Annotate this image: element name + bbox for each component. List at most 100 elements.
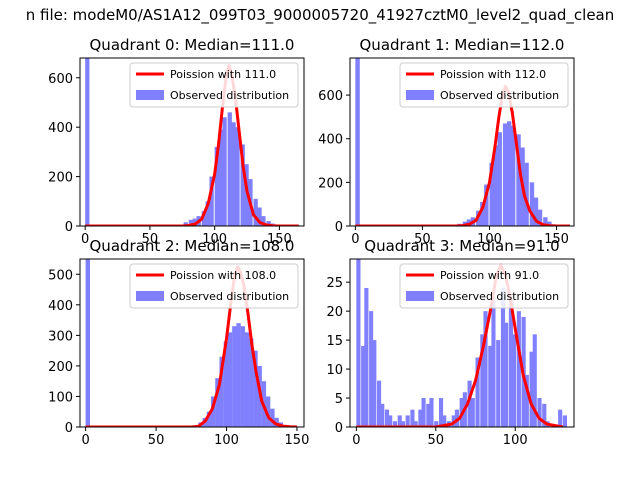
subplot-title: Quadrant 0: Median=111.0 <box>90 36 295 54</box>
legend-label-poisson: Poission with 111.0 <box>170 68 276 81</box>
legend-patch-swatch <box>406 291 434 301</box>
legend-label-poisson: Poission with 112.0 <box>440 68 546 81</box>
histogram-bar <box>232 326 237 427</box>
y-tick-label: 200 <box>48 171 73 186</box>
y-tick-label: 400 <box>48 121 73 136</box>
histogram-bar <box>429 398 434 427</box>
histogram-bar <box>562 415 568 427</box>
histogram-bar <box>364 287 369 427</box>
histogram-bar <box>392 421 398 427</box>
legend: Poission with 91.0 Observed distribution <box>399 263 569 309</box>
histogram-bar <box>488 345 493 427</box>
histogram-bar <box>188 219 194 226</box>
y-tick-label: 0 <box>335 220 343 235</box>
histogram-bar <box>502 123 508 226</box>
legend-label-observed: Observed distribution <box>170 290 289 303</box>
histogram-bar <box>400 421 405 427</box>
histogram-bar <box>266 221 271 226</box>
subplot-quadrant-0: 0 50 100 150 0 200 400 600 Quadrant 0: Median=11… <box>48 36 305 247</box>
histogram-bar <box>524 374 529 427</box>
histogram-bar <box>558 409 563 427</box>
x-tick-label: 50 <box>428 433 445 448</box>
legend-label-poisson: Poission with 108.0 <box>170 269 276 282</box>
histogram-bar <box>489 162 494 226</box>
histogram-bar <box>377 380 382 427</box>
x-tick-label: 50 <box>148 433 165 448</box>
histogram-bar <box>397 415 402 427</box>
histogram-bar <box>480 334 485 427</box>
subplot-quadrant-3: 0 50 100 0 5 10 15 20 25 Quadrant 3: Median=91.0 P… <box>326 237 575 448</box>
histogram-bar <box>227 112 232 226</box>
histogram-bar <box>426 403 431 427</box>
histogram-bar <box>85 58 90 226</box>
histogram-bar <box>372 340 377 427</box>
legend-patch-swatch <box>406 90 434 100</box>
histogram-bar <box>537 398 542 427</box>
plot-area <box>85 58 299 226</box>
histogram-bar <box>356 259 361 427</box>
x-tick-label: 0 <box>81 433 89 448</box>
histogram-bar <box>253 350 258 427</box>
histogram-bar <box>542 403 547 427</box>
histogram-bar <box>470 398 475 427</box>
y-tick-label: 0 <box>65 421 73 436</box>
subplot-title: Quadrant 2: Median=108.0 <box>90 237 295 255</box>
histogram-bar <box>510 125 516 226</box>
legend: Poission with 112.0 Observed distribution <box>399 62 569 108</box>
x-tick-label: 150 <box>285 433 310 448</box>
histogram-bar <box>405 415 410 427</box>
y-tick-label: 500 <box>48 268 73 283</box>
x-tick-label: 100 <box>503 433 528 448</box>
y-tick-label: 600 <box>318 89 343 104</box>
histogram-bar <box>183 222 188 226</box>
histogram-bar <box>240 326 245 427</box>
histogram-bar <box>442 415 447 427</box>
histogram-bar <box>504 322 509 427</box>
histogram-bar <box>236 323 241 427</box>
histogram-bar <box>265 396 271 427</box>
histogram-bar <box>355 58 360 226</box>
legend-patch-swatch <box>136 90 164 100</box>
histogram-bar <box>508 299 513 427</box>
histogram-bar <box>529 351 534 427</box>
axes-frame <box>79 258 305 428</box>
histogram-bar <box>496 340 501 427</box>
histogram-bar <box>274 417 279 427</box>
histogram-bar <box>516 311 521 427</box>
y-tick-label: 600 <box>48 72 73 87</box>
histogram-bar <box>388 415 393 427</box>
x-tick-label: 0 <box>352 433 360 448</box>
axes-frame <box>349 57 575 227</box>
histogram-bar <box>253 198 258 226</box>
histogram-bar <box>384 409 390 427</box>
legend-label-observed: Observed distribution <box>170 89 289 102</box>
legend-patch-swatch <box>136 291 164 301</box>
histogram-bar <box>421 398 426 427</box>
axes-frame <box>79 57 305 227</box>
y-tick-label: 200 <box>318 176 343 191</box>
histogram-bar <box>480 202 485 226</box>
histogram-bar <box>512 334 517 427</box>
histogram-bar <box>249 338 254 427</box>
y-tick-label: 15 <box>326 334 343 349</box>
figure-suptitle: n file: modeM0/AS1A12_099T03_9000005720_… <box>26 6 615 25</box>
legend: Poission with 111.0 Observed distribution <box>129 62 299 108</box>
histogram-bar <box>209 176 214 226</box>
y-tick-label: 10 <box>326 363 343 378</box>
histogram-bar <box>497 132 502 226</box>
legend-box <box>129 62 299 108</box>
histogram-bar <box>413 421 418 427</box>
histogram-bar <box>532 334 537 427</box>
histogram-bar <box>223 341 229 427</box>
legend: Poission with 108.0 Observed distribution <box>129 263 299 309</box>
histogram-bar <box>361 345 366 427</box>
histogram-bar <box>466 219 472 226</box>
x-tick-label: 100 <box>202 232 227 247</box>
histogram-bar <box>369 311 374 427</box>
histogram-bar <box>240 144 245 226</box>
histogram-bar <box>483 311 488 427</box>
histogram-bar <box>484 184 489 226</box>
histogram-bar <box>516 134 521 226</box>
